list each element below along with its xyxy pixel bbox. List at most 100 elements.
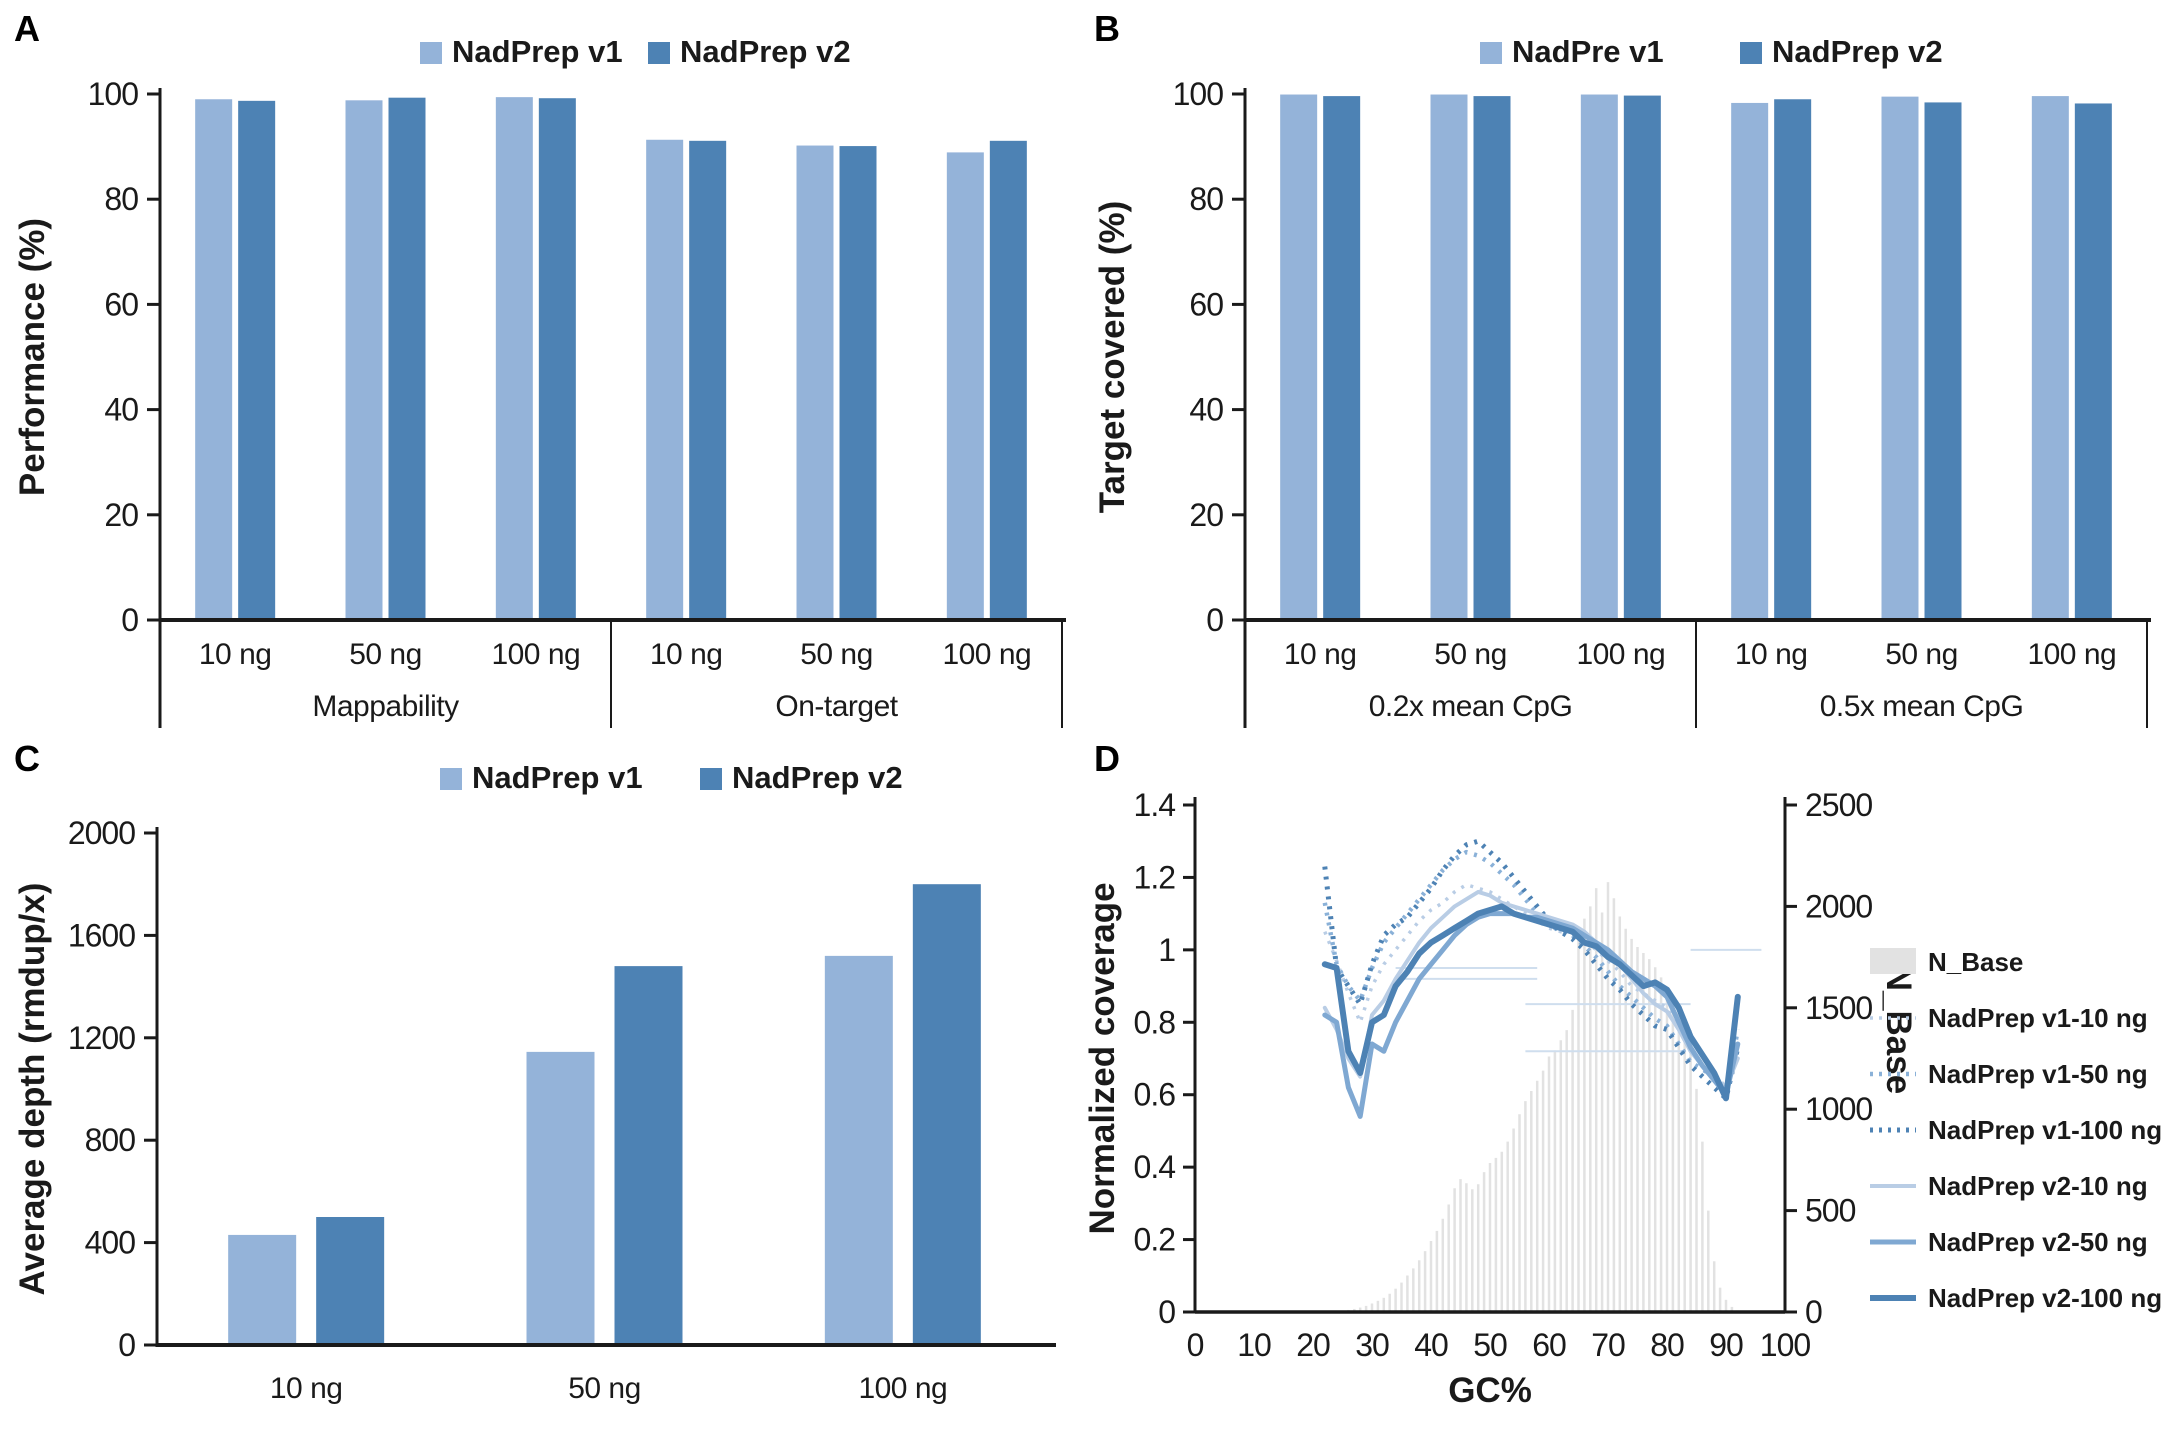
legend-swatch-icon bbox=[700, 768, 722, 790]
legend-label: NadPrep v2 bbox=[680, 34, 851, 69]
x-category-label: 100 ng bbox=[942, 638, 1031, 671]
legend-label: NadPrep v1-10 ng bbox=[1928, 1003, 2148, 1033]
legend: NadPrep v1 NadPrep v2 bbox=[420, 34, 851, 69]
line-NadPrep v2-100 ng bbox=[1321, 903, 1741, 1102]
x-tick-label: 50 bbox=[1473, 1327, 1507, 1363]
legend-item-NadPrep v2: NadPrep v2 bbox=[700, 760, 903, 795]
n-base-histogram bbox=[1335, 882, 1740, 1312]
bar-NadPrep v2-On-target-100 ng bbox=[989, 140, 1027, 620]
x-category-label: 50 ng bbox=[1434, 638, 1507, 671]
y-tick-label: 60 bbox=[1189, 286, 1223, 322]
x-category-label: 10 ng bbox=[650, 638, 723, 671]
bars bbox=[195, 97, 1027, 621]
bar-NadPrep v2-0.2x mean CpG-10 ng bbox=[1323, 96, 1361, 620]
legend-item-NadPrep v1-10 ng: NadPrep v1-10 ng bbox=[1870, 1003, 2148, 1033]
right-tick-label: 1000 bbox=[1805, 1091, 1872, 1127]
left-tick-label: 0.8 bbox=[1134, 1004, 1176, 1040]
left-tick-label: 1.4 bbox=[1134, 787, 1176, 823]
legend-swatch-icon bbox=[1870, 948, 1916, 974]
right-tick-label: 2500 bbox=[1805, 787, 1872, 823]
y-tick-label: 0 bbox=[1206, 602, 1223, 638]
x-category-label: 10 ng bbox=[199, 638, 272, 671]
legend-item-NadPrep v2-10 ng: NadPrep v2-10 ng bbox=[1870, 1171, 2148, 1201]
legend-swatch-icon bbox=[440, 768, 462, 790]
y-tick-label: 100 bbox=[1173, 76, 1224, 112]
bar-NadPrep v2-0.2x mean CpG-50 ng bbox=[1473, 96, 1511, 620]
line-NadPrep v1-100 ng bbox=[1322, 838, 1741, 1101]
bars bbox=[1280, 94, 2112, 620]
left-tick-label: 0.2 bbox=[1134, 1222, 1176, 1258]
legend-item-N_Base: N_Base bbox=[1870, 947, 2023, 977]
bar-NadPrep v1-On-target-10 ng bbox=[646, 139, 684, 620]
x-category-label: 10 ng bbox=[1284, 638, 1357, 671]
bar-NadPrep v2-0.2x mean CpG-100 ng bbox=[1623, 95, 1661, 620]
x-group-label: 0.5x mean CpG bbox=[1820, 690, 2024, 723]
y-tick-label: 20 bbox=[1189, 497, 1223, 533]
y-tick-label: 1200 bbox=[68, 1020, 135, 1056]
legend: N_Base NadPrep v1-10 ng NadPrep v1-50 ng Na… bbox=[1870, 947, 2162, 1313]
bar-NadPrep v1-Mappability-100 ng bbox=[495, 97, 533, 620]
panel-b: B 10 ng 50 ng 100 ng 0.2x mean CpG 10 ng 50 n… bbox=[1080, 0, 2165, 730]
labels: 10 ng 50 ng 100 ng 0 400 800 1200 1600 2000 Avera… bbox=[13, 815, 948, 1405]
legend-label: N_Base bbox=[1928, 947, 2023, 977]
x-tick-label: 20 bbox=[1296, 1327, 1330, 1363]
x-tick-label: 70 bbox=[1591, 1327, 1625, 1363]
x-group-label: 0.2x mean CpG bbox=[1369, 690, 1573, 723]
bar-NadPrep v1-Mappability-50 ng bbox=[345, 100, 383, 620]
panel-d: D 0 0.2 0.4 0.6 0.8 1 1.2 1.4 0 500 1000 1500 2000 25… bbox=[1080, 730, 2165, 1455]
y-tick-label: 1600 bbox=[68, 917, 135, 953]
bar-NadPrep v2-0.5x mean CpG-10 ng bbox=[1774, 99, 1812, 620]
legend-item-NadPrep v2-100 ng: NadPrep v2-100 ng bbox=[1870, 1283, 2162, 1313]
bar-NadPre v1-0.5x mean CpG-10 ng bbox=[1731, 102, 1769, 620]
legend-item-NadPrep v2: NadPrep v2 bbox=[648, 34, 851, 69]
panel-d-chart: 00.20.40.60.811.21.405001000150020002500… bbox=[1083, 787, 2162, 1410]
legend-item-NadPre v1: NadPre v1 bbox=[1480, 34, 1664, 69]
legend-label: NadPrep v1-100 ng bbox=[1928, 1115, 2162, 1145]
labels: 00.20.40.60.811.21.405001000150020002500… bbox=[1083, 787, 1918, 1410]
bars bbox=[228, 884, 981, 1345]
panel-a-chart: 10 ng 50 ng 100 ng Mappability 10 ng 50 ng 100… bbox=[13, 34, 1066, 728]
x-category-label: 50 ng bbox=[800, 638, 873, 671]
x-category-label: 10 ng bbox=[1735, 638, 1808, 671]
left-tick-label: 1 bbox=[1158, 932, 1175, 968]
x-tick-label: 60 bbox=[1532, 1327, 1566, 1363]
bar-NadPrep v1--100 ng bbox=[824, 955, 893, 1345]
legend-item-NadPrep v1: NadPrep v1 bbox=[420, 34, 623, 69]
legend-label: NadPrep v2 bbox=[1772, 34, 1943, 69]
left-tick-label: 0.6 bbox=[1134, 1077, 1176, 1113]
bar-NadPrep v1-On-target-100 ng bbox=[946, 152, 984, 621]
x-tick-label: 0 bbox=[1187, 1327, 1204, 1363]
bar-NadPrep v2-On-target-50 ng bbox=[839, 146, 877, 620]
bar-NadPrep v1-Mappability-10 ng bbox=[195, 99, 233, 620]
legend-swatch-icon bbox=[420, 42, 442, 64]
legend-label: NadPrep v2-10 ng bbox=[1928, 1171, 2148, 1201]
coverage-lines bbox=[1321, 838, 1741, 1119]
legend-label: NadPrep v2-100 ng bbox=[1928, 1283, 2162, 1313]
right-tick-label: 2000 bbox=[1805, 888, 1872, 924]
x-tick-label: 100 bbox=[1760, 1327, 1811, 1363]
legend: NadPrep v1 NadPrep v2 bbox=[440, 760, 903, 795]
legend-item-NadPrep v2-50 ng: NadPrep v2-50 ng bbox=[1870, 1227, 2148, 1257]
line-NadPrep v1-50 ng bbox=[1322, 849, 1741, 1097]
y-axis-title: Target covered (%) bbox=[1093, 201, 1132, 514]
x-category-label: 100 ng bbox=[1576, 638, 1665, 671]
y-tick-label: 20 bbox=[104, 497, 138, 533]
legend-label: NadPrep v1-50 ng bbox=[1928, 1059, 2148, 1089]
legend-swatch-icon bbox=[648, 42, 670, 64]
y-tick-label: 80 bbox=[104, 181, 138, 217]
bar-NadPrep v2--100 ng bbox=[912, 884, 981, 1345]
bar-NadPre v1-0.5x mean CpG-100 ng bbox=[2031, 96, 2069, 620]
x-group-label: Mappability bbox=[312, 690, 459, 723]
bar-NadPrep v1--10 ng bbox=[228, 1234, 297, 1345]
bar-NadPre v1-0.2x mean CpG-10 ng bbox=[1280, 94, 1318, 620]
panel-d-label: D bbox=[1094, 738, 1120, 779]
legend-label: NadPrep v2 bbox=[732, 760, 903, 795]
legend-item-NadPrep v1: NadPrep v1 bbox=[440, 760, 643, 795]
y-axis-title: Average depth (rmdup/x) bbox=[13, 883, 52, 1296]
panel-a: A 10 ng 50 ng 100 ng Mappability 10 ng 50 ng 1… bbox=[0, 0, 1080, 730]
panel-c-chart: 10 ng 50 ng 100 ng 0 400 800 1200 1600 2000 Avera… bbox=[13, 760, 1056, 1405]
y-tick-label: 2000 bbox=[68, 815, 135, 851]
